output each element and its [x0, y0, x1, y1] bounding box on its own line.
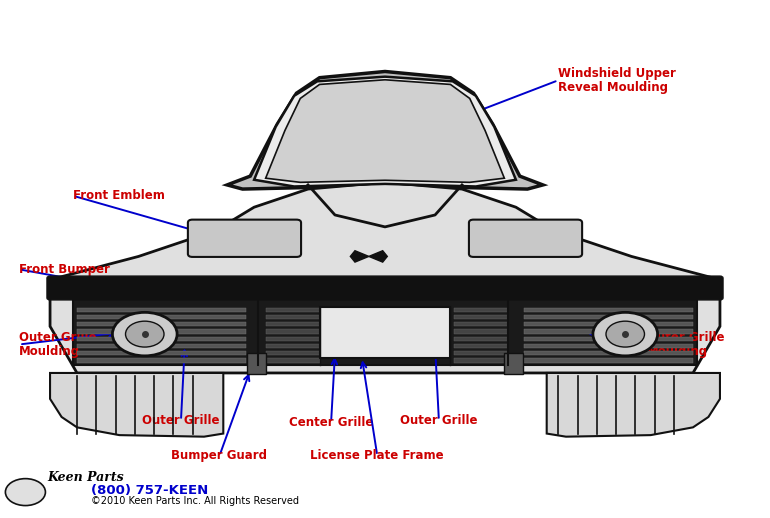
Bar — [266, 358, 320, 363]
Text: Reveal Moulding: Reveal Moulding — [558, 81, 668, 94]
Bar — [524, 358, 693, 363]
FancyBboxPatch shape — [188, 220, 301, 257]
Bar — [524, 322, 693, 326]
Text: Front Emblem: Front Emblem — [73, 189, 165, 203]
Polygon shape — [547, 373, 720, 437]
Polygon shape — [50, 373, 223, 437]
Bar — [247, 353, 266, 374]
Polygon shape — [227, 71, 543, 189]
Bar — [77, 344, 246, 348]
Text: License Plate Frame: License Plate Frame — [310, 449, 444, 463]
Bar — [454, 329, 508, 334]
Bar — [454, 358, 508, 363]
Bar — [77, 315, 246, 319]
Bar — [266, 315, 320, 319]
Bar — [454, 322, 508, 326]
Polygon shape — [254, 77, 516, 186]
Text: Moulding: Moulding — [647, 345, 708, 358]
Bar — [524, 351, 693, 355]
Circle shape — [112, 312, 177, 356]
Text: Front Bumper: Front Bumper — [19, 263, 110, 276]
Bar — [77, 351, 246, 355]
Bar — [454, 337, 508, 341]
Bar — [266, 344, 320, 348]
Bar — [524, 315, 693, 319]
Bar — [77, 308, 246, 312]
Bar — [320, 307, 450, 358]
Text: Bumper Guard: Bumper Guard — [172, 449, 267, 463]
Bar — [77, 329, 246, 334]
Text: Outer Grille: Outer Grille — [400, 414, 477, 427]
Text: (800) 757-KEEN: (800) 757-KEEN — [91, 483, 208, 497]
Text: Center Grille: Center Grille — [289, 415, 373, 429]
Polygon shape — [350, 251, 369, 262]
Bar — [454, 344, 508, 348]
Circle shape — [126, 321, 164, 347]
Bar — [77, 358, 246, 363]
Bar — [266, 308, 320, 312]
Bar — [454, 315, 508, 319]
Circle shape — [593, 312, 658, 356]
Polygon shape — [266, 80, 504, 182]
Bar — [266, 351, 320, 355]
Bar — [266, 329, 320, 334]
Text: Outer Grille: Outer Grille — [142, 414, 219, 427]
Polygon shape — [369, 251, 387, 262]
Bar — [504, 353, 523, 374]
Text: Moulding: Moulding — [19, 345, 80, 358]
Bar — [454, 308, 508, 312]
Polygon shape — [50, 182, 720, 373]
Bar — [266, 322, 320, 326]
Bar — [524, 308, 693, 312]
Bar — [454, 351, 508, 355]
Circle shape — [5, 479, 45, 506]
Bar — [77, 337, 246, 341]
Bar — [73, 298, 697, 365]
Bar — [266, 337, 320, 341]
Text: Keen Parts: Keen Parts — [48, 471, 125, 484]
Bar — [524, 329, 693, 334]
Text: Windshield Upper: Windshield Upper — [558, 66, 676, 80]
FancyBboxPatch shape — [47, 276, 723, 300]
Text: ©2010 Keen Parts Inc. All Rights Reserved: ©2010 Keen Parts Inc. All Rights Reserve… — [91, 496, 299, 507]
Text: Outer Grille: Outer Grille — [647, 330, 725, 344]
FancyBboxPatch shape — [469, 220, 582, 257]
Bar — [524, 337, 693, 341]
Text: Outer Grille: Outer Grille — [19, 330, 97, 344]
Bar — [77, 322, 246, 326]
Circle shape — [606, 321, 644, 347]
Bar — [524, 344, 693, 348]
